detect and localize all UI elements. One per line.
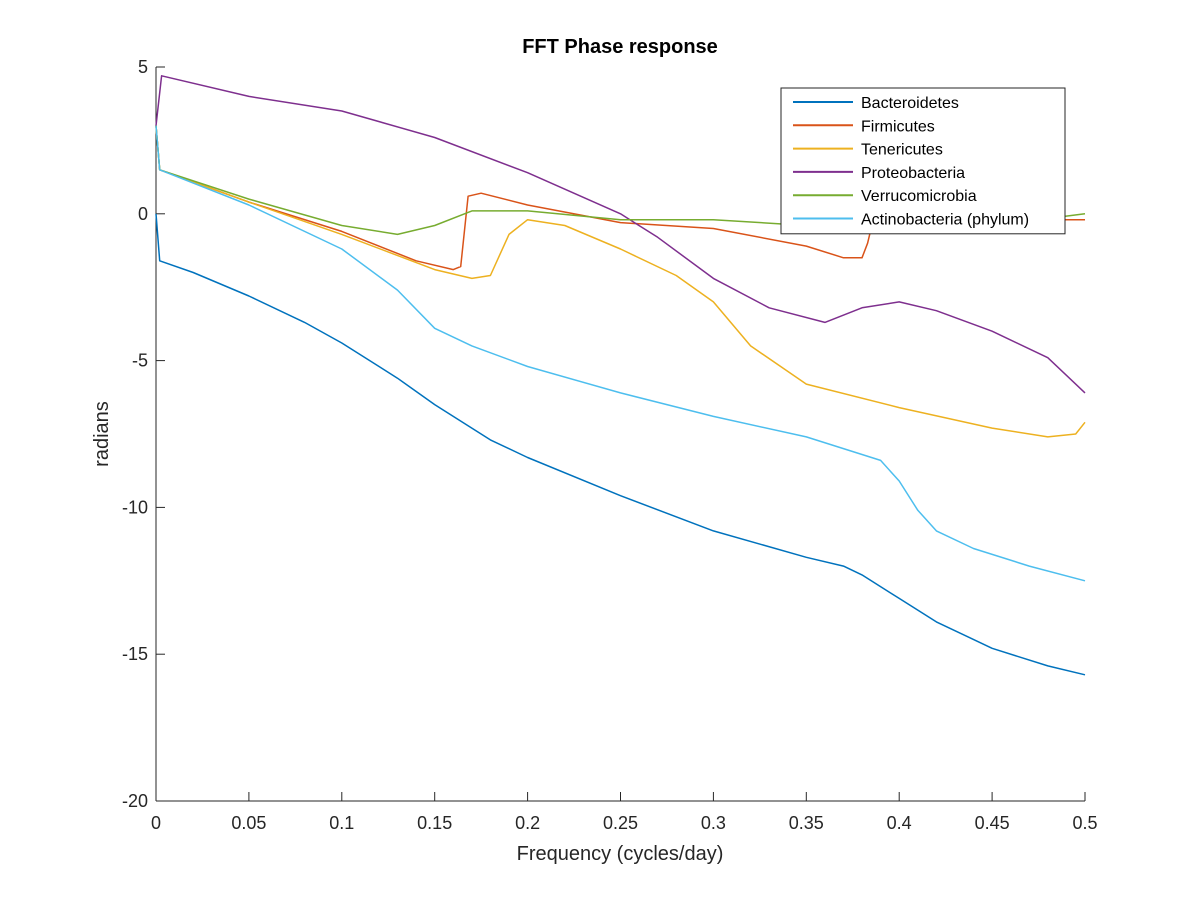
x-tick-label: 0.15 xyxy=(417,813,452,833)
chart-title: FFT Phase response xyxy=(522,36,718,58)
y-tick-label: -20 xyxy=(122,791,148,811)
x-tick-label: 0.3 xyxy=(701,813,726,833)
x-tick-label: 0.5 xyxy=(1072,813,1097,833)
x-tick-label: 0.35 xyxy=(789,813,824,833)
x-tick-label: 0.1 xyxy=(329,813,354,833)
x-tick-label: 0.25 xyxy=(603,813,638,833)
legend-label: Tenericutes xyxy=(861,142,943,159)
y-tick-label: -10 xyxy=(122,497,148,517)
legend-label: Actinobacteria (phylum) xyxy=(861,212,1029,229)
legend: Bacteroidetes Firmicutes Tenericutes Proteo… xyxy=(780,87,1066,235)
y-tick-label: 0 xyxy=(138,204,148,224)
x-axis-title: Frequency (cycles/day) xyxy=(517,843,724,865)
x-tick-label: 0.2 xyxy=(515,813,540,833)
series-line-tenericutes xyxy=(155,125,1086,438)
axes: 0 0.05 0.1 0.15 0.2 0.25 0.3 0.35 0.4 0.45 0.5 5 0 -5… xyxy=(122,57,1098,833)
x-tick-label: 0.05 xyxy=(231,813,266,833)
series-line-bacteroidetes xyxy=(155,213,1086,676)
legend-label: Proteobacteria xyxy=(861,165,965,182)
legend-label: Firmicutes xyxy=(861,118,935,135)
legend-label: Verrucomicrobia xyxy=(861,188,977,205)
series-line-proteobacteria xyxy=(155,75,1086,394)
legend-label: Bacteroidetes xyxy=(861,95,959,112)
legend-box xyxy=(780,87,1066,235)
x-tick-label: 0 xyxy=(151,813,161,833)
y-tick-label: -5 xyxy=(132,351,148,371)
series-line-actinobacteria-phylum xyxy=(155,125,1086,582)
y-tick-label: 5 xyxy=(138,57,148,77)
x-tick-label: 0.45 xyxy=(975,813,1010,833)
y-tick-label: -15 xyxy=(122,644,148,664)
x-tick-label: 0.4 xyxy=(887,813,912,833)
y-axis-title: radians xyxy=(91,401,113,467)
